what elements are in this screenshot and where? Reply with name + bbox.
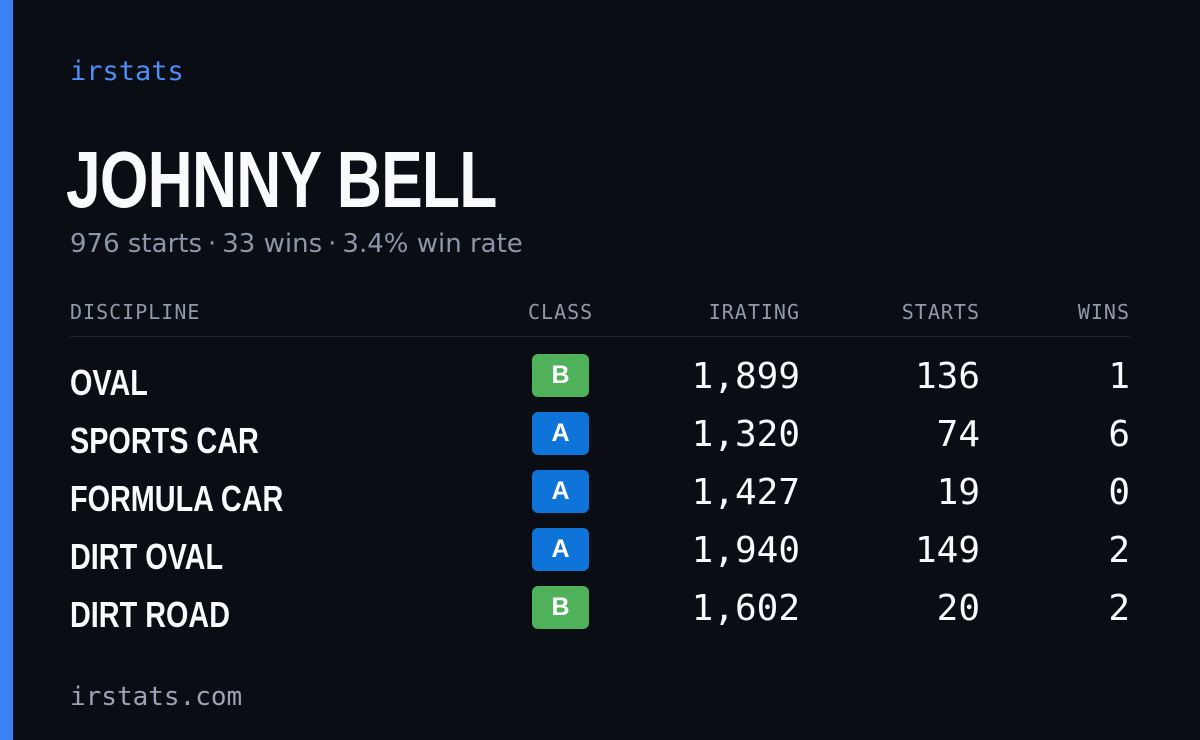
- summary-separator: ·: [208, 229, 217, 259]
- class-badge: B: [532, 354, 589, 397]
- starts-value: 20: [936, 588, 980, 629]
- wins-value: 0: [1108, 472, 1130, 513]
- irating-value: 1,320: [691, 414, 800, 455]
- class-badge: A: [532, 528, 589, 571]
- wins-value: 2: [1108, 530, 1130, 571]
- accent-bar: [0, 0, 13, 740]
- starts-value: 149: [914, 530, 980, 571]
- discipline-label: FORMULA CAR: [70, 478, 284, 519]
- summary-win-rate: 3.4% win rate: [342, 229, 523, 259]
- irating-value: 1,899: [691, 356, 800, 397]
- wins-value: 2: [1108, 588, 1130, 629]
- discipline-label: DIRT OVAL: [70, 536, 224, 577]
- table-row: FORMULA CAR A 1,427 19 0: [0, 470, 1200, 528]
- discipline-label: OVAL: [70, 362, 148, 403]
- header-class: CLASS: [528, 300, 594, 324]
- discipline-label: SPORTS CAR: [70, 420, 259, 461]
- starts-value: 19: [936, 472, 980, 513]
- footer-url: irstats.com: [70, 682, 243, 712]
- irating-value: 1,427: [691, 472, 800, 513]
- summary-wins: 33 wins: [222, 229, 323, 259]
- discipline-label: DIRT ROAD: [70, 594, 230, 635]
- class-badge: A: [532, 412, 589, 455]
- class-badge: B: [532, 586, 589, 629]
- class-badge: A: [532, 470, 589, 513]
- starts-value: 136: [914, 356, 980, 397]
- table-row: OVAL B 1,899 136 1: [0, 354, 1200, 412]
- header-irating: IRATING: [708, 300, 800, 324]
- summary-separator: ·: [328, 229, 337, 259]
- header-discipline: DISCIPLINE: [70, 300, 201, 324]
- brand-logo: irstats: [70, 56, 184, 87]
- table-row: SPORTS CAR A 1,320 74 6: [0, 412, 1200, 470]
- driver-name: JOHNNY BELL: [66, 135, 497, 224]
- table-row: DIRT OVAL A 1,940 149 2: [0, 528, 1200, 586]
- table-row: DIRT ROAD B 1,602 20 2: [0, 586, 1200, 644]
- wins-value: 6: [1108, 414, 1130, 455]
- wins-value: 1: [1108, 356, 1130, 397]
- summary-starts: 976 starts: [70, 229, 202, 259]
- starts-value: 74: [936, 414, 980, 455]
- header-starts: STARTS: [901, 300, 980, 324]
- header-divider: [70, 336, 1130, 337]
- irating-value: 1,940: [691, 530, 800, 571]
- irating-value: 1,602: [691, 588, 800, 629]
- header-wins: WINS: [1077, 300, 1130, 324]
- driver-summary: 976 starts · 33 wins · 3.4% win rate: [70, 229, 523, 259]
